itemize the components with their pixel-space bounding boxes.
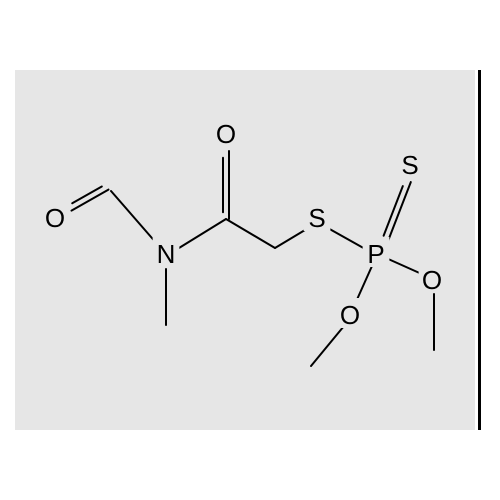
atom-label: O	[45, 203, 65, 233]
atom-O_bl: O	[337, 298, 364, 330]
atom-S_top: S	[397, 148, 424, 180]
atom-P: P	[363, 237, 390, 269]
atom-O_top: O	[213, 117, 240, 149]
bond-line	[111, 191, 158, 245]
atom-O_r: O	[419, 263, 446, 295]
atom-label: O	[340, 300, 360, 330]
canvas: { "figure": { "type": "chemical-structur…	[0, 0, 500, 500]
bond-line	[226, 219, 275, 248]
atom-label: O	[216, 119, 236, 149]
structure-svg: O N O S P S O O	[0, 0, 500, 500]
bond-line	[326, 227, 367, 250]
atom-label: O	[422, 265, 442, 295]
bond-line	[386, 258, 424, 275]
atom-label: P	[367, 239, 384, 269]
bond-line	[311, 326, 344, 366]
atom-N: N	[153, 237, 180, 269]
atom-S_mid: S	[304, 201, 331, 233]
atom-O_left: O	[42, 201, 69, 233]
atom-label: N	[157, 239, 176, 269]
bond-line	[387, 182, 411, 244]
atom-label: S	[308, 203, 325, 233]
bond-line	[179, 219, 226, 248]
atom-label: S	[401, 150, 418, 180]
